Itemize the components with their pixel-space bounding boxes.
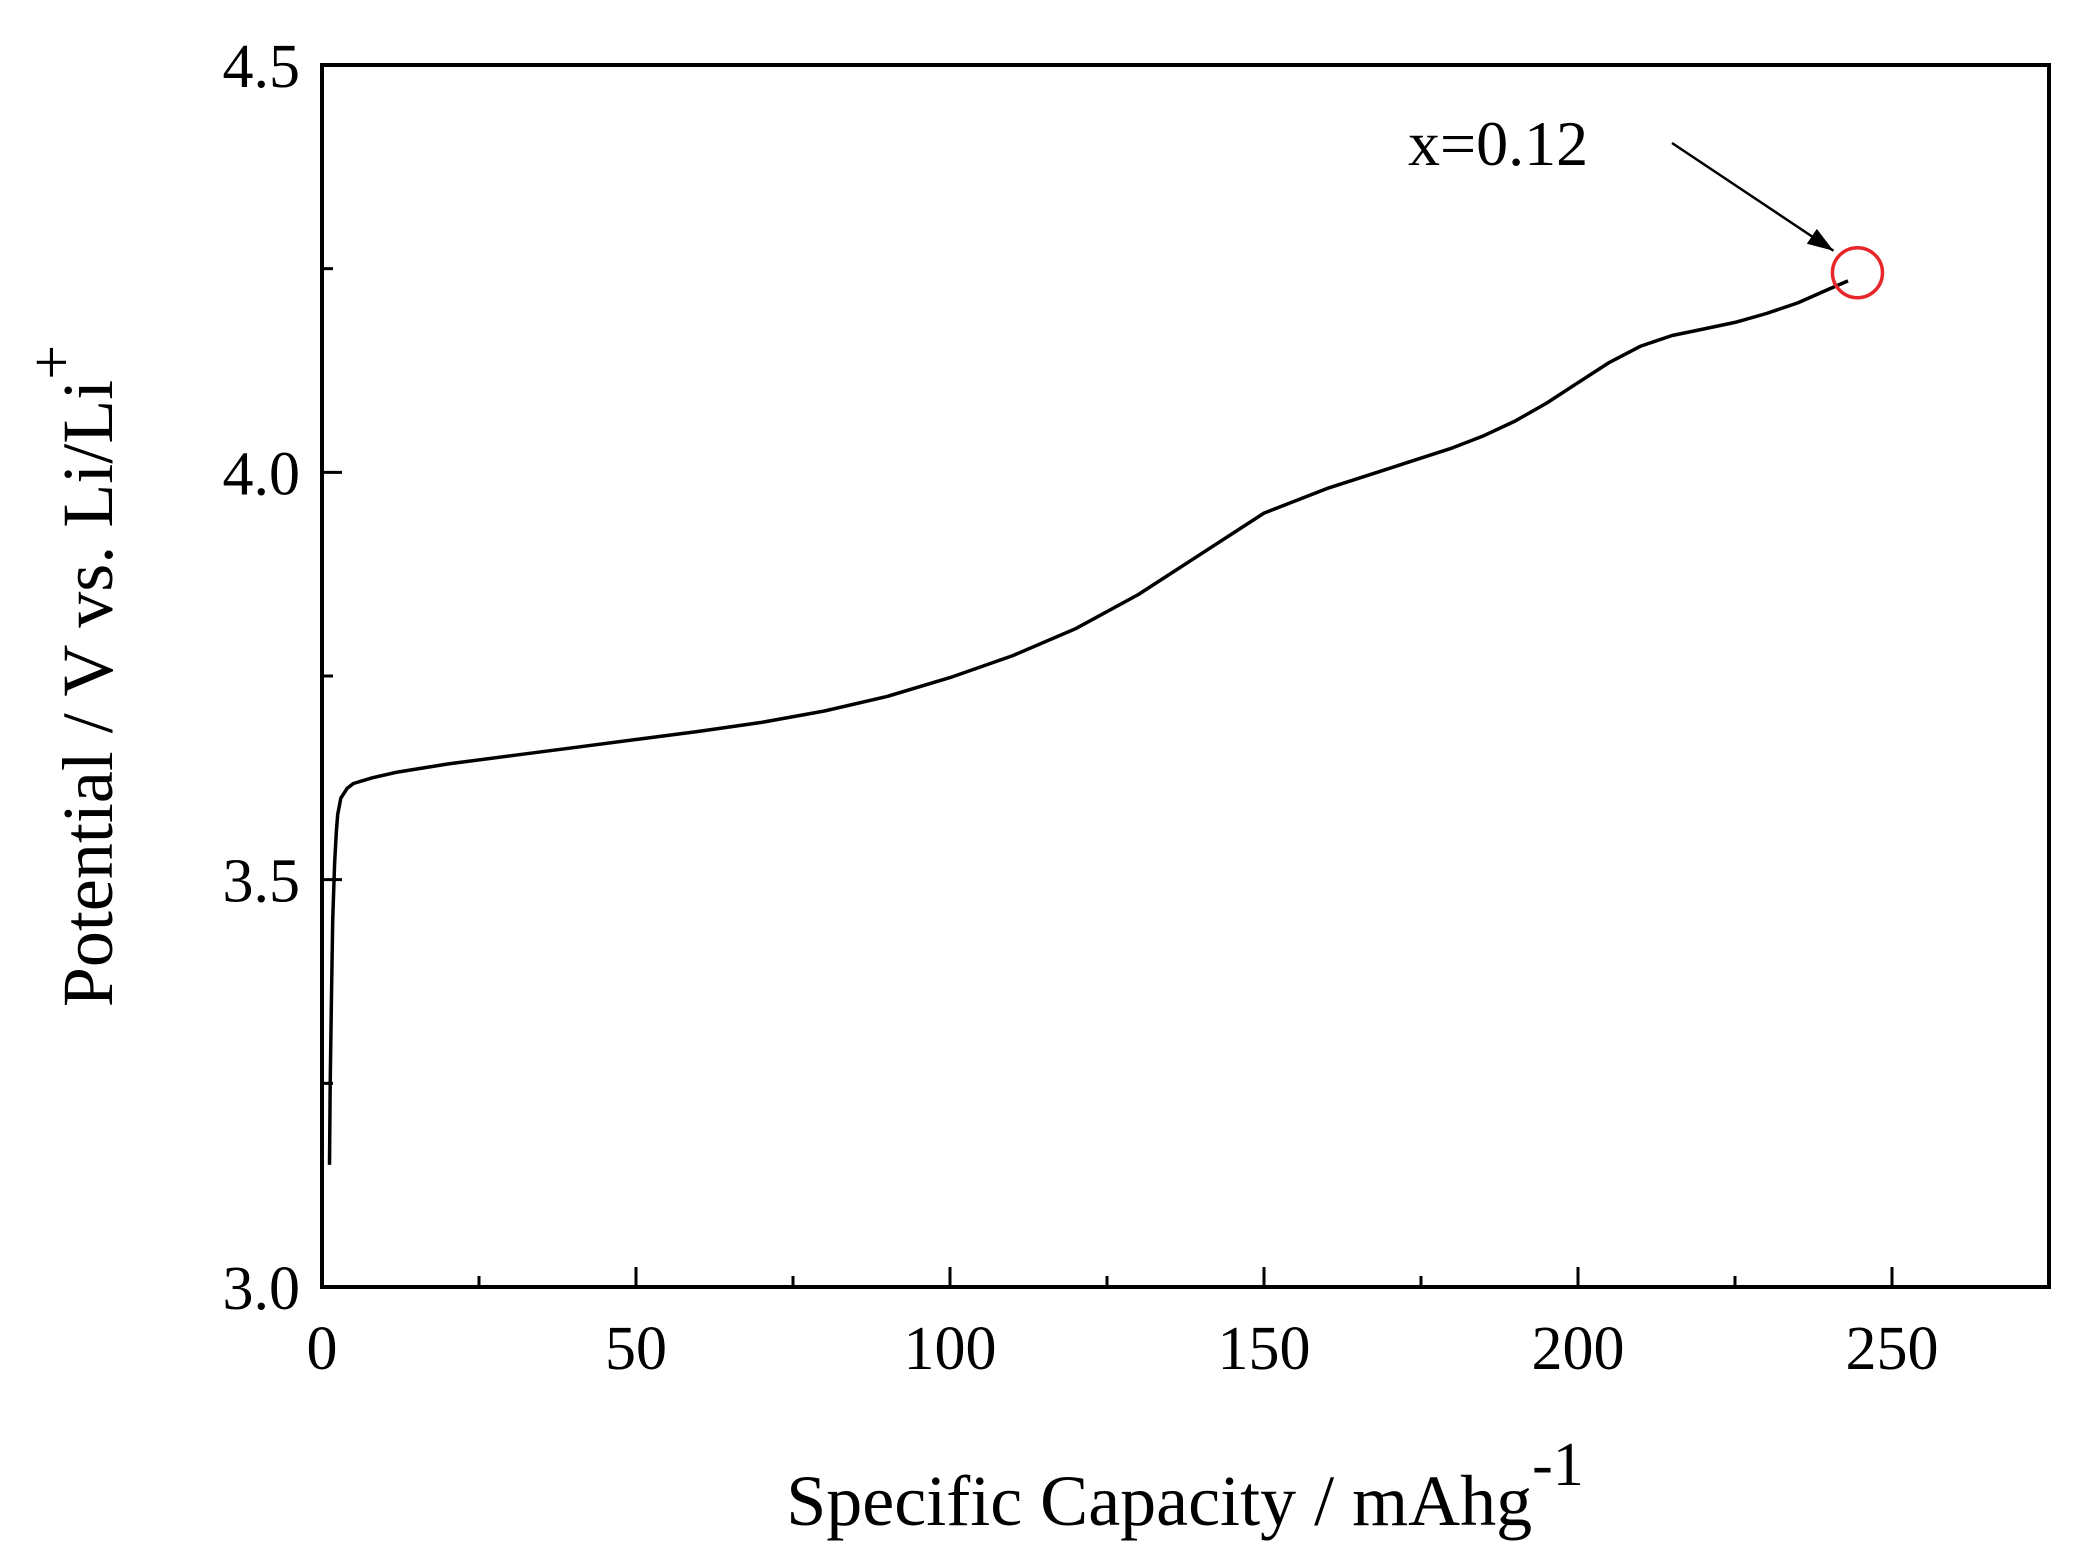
tick-labels: 0 50 100 150 200 250 3.0 3.5 4.0 4.5 bbox=[223, 33, 1939, 1383]
y-tick-label: 4.5 bbox=[223, 33, 301, 101]
x-axis-label: Specific Capacity / mAhg-1 bbox=[786, 1431, 1583, 1541]
x-axis-label-text: Specific Capacity / mAhg bbox=[786, 1461, 1532, 1541]
x-tick-label: 50 bbox=[605, 1315, 667, 1383]
y-tick-label: 3.5 bbox=[223, 848, 301, 916]
x-tick-label: 0 bbox=[307, 1315, 338, 1383]
y-axis-label-superscript: + bbox=[18, 345, 86, 380]
plot-frame bbox=[320, 63, 2051, 1289]
x-tick-label: 100 bbox=[904, 1315, 997, 1383]
y-axis-label: Potential / V vs. Li/Li+ bbox=[18, 345, 128, 1007]
annotation-arrow bbox=[1671, 141, 1835, 252]
series-line bbox=[327, 279, 1849, 1165]
annotation-arrowhead bbox=[1806, 228, 1834, 251]
axis-ticks bbox=[320, 63, 1894, 1289]
y-axis-label-text: Potential / V vs. Li/Li bbox=[48, 380, 128, 1007]
annotation-label: x=0.12 bbox=[1408, 108, 1588, 179]
annotation-marker bbox=[1830, 245, 1885, 300]
y-tick-label: 4.0 bbox=[223, 440, 301, 508]
y-tick-label: 3.0 bbox=[223, 1255, 301, 1323]
x-tick-label: 250 bbox=[1846, 1315, 1939, 1383]
x-axis-label-superscript: -1 bbox=[1532, 1431, 1584, 1499]
x-tick-label: 200 bbox=[1532, 1315, 1625, 1383]
x-tick-label: 150 bbox=[1218, 1315, 1311, 1383]
